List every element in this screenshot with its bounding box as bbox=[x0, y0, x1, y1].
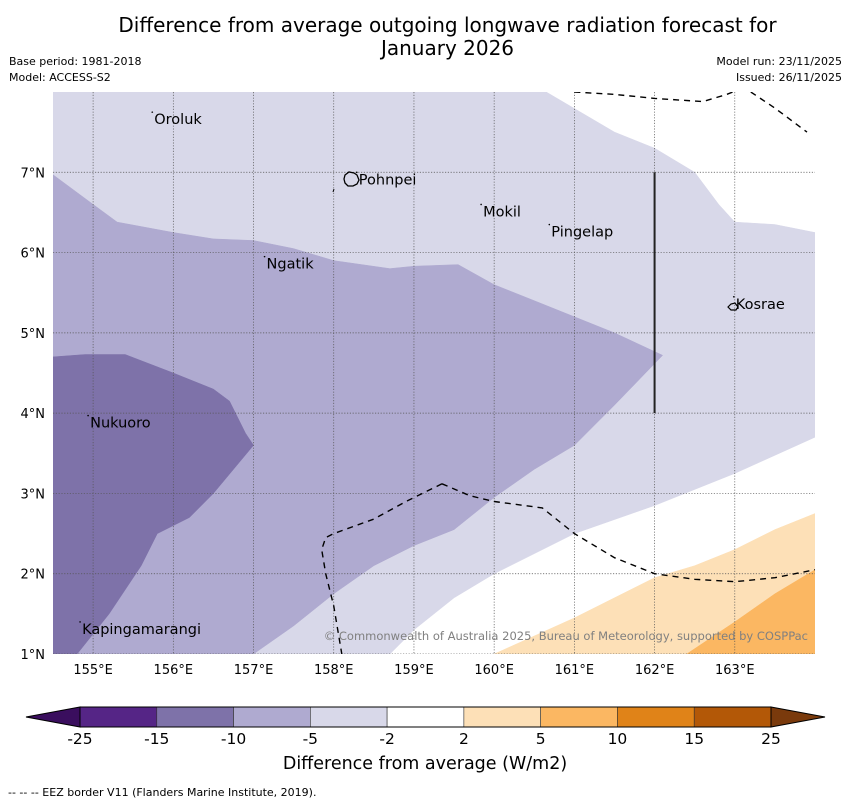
meta-left: Base period: 1981-2018 Model: ACCESS-S2 bbox=[9, 54, 141, 86]
pohnpei-island-outline bbox=[343, 171, 360, 187]
island-outlines bbox=[332, 171, 739, 311]
colorbar-tick-label: 25 bbox=[761, 730, 781, 748]
colorbar-bin bbox=[79, 706, 158, 728]
place-label-oroluk: Oroluk bbox=[154, 112, 202, 128]
contour-fill--15_to_-10 bbox=[53, 354, 254, 654]
colorbar-extend-low bbox=[25, 706, 81, 728]
lat-tick-label: 6°N bbox=[21, 247, 46, 262]
colorbar-title: Difference from average (W/m2) bbox=[282, 754, 568, 774]
place-marker bbox=[263, 255, 266, 258]
colorbar-extend-high bbox=[770, 706, 826, 728]
base-period: Base period: 1981-2018 bbox=[9, 55, 142, 68]
colorbar-tick-label: -10 bbox=[220, 730, 247, 748]
contour-fill-5_to_10 bbox=[686, 569, 815, 654]
colorbar-bin bbox=[386, 706, 465, 728]
lat-tick-label: 1°N bbox=[21, 648, 46, 663]
lat-tick-label: 3°N bbox=[21, 487, 46, 502]
place-label-ngatik: Ngatik bbox=[267, 257, 315, 273]
place-marker bbox=[548, 223, 551, 226]
place-marker bbox=[356, 171, 358, 174]
contour-fill--10_to_-5 bbox=[53, 174, 664, 654]
lat-tick-label: 5°N bbox=[21, 327, 46, 342]
title-line-1: Difference from average outgoing longwav… bbox=[118, 13, 777, 37]
colorbar-tick-label: 2 bbox=[458, 730, 469, 748]
kosrae-island-outline bbox=[727, 302, 739, 311]
eez-border-line bbox=[750, 92, 808, 133]
colorbar-tick-label: -5 bbox=[302, 730, 319, 748]
eez-footnote: -- -- -- EEZ border V11 (Flanders Marine… bbox=[8, 786, 317, 799]
lon-tick-label: 156°E bbox=[154, 663, 194, 678]
place-marker bbox=[151, 111, 154, 113]
place-label-kapingamarangi: Kapingamarangi bbox=[82, 622, 201, 638]
eez-border-line bbox=[320, 483, 443, 654]
colorbar-tick-label: -25 bbox=[67, 730, 93, 748]
place-marker bbox=[79, 621, 81, 623]
colorbar-bin bbox=[233, 706, 311, 728]
ant-atoll-mark bbox=[332, 188, 335, 193]
place-label-nukuoro: Nukuoro bbox=[90, 416, 151, 432]
axis-ticks: 155°E 156°E 157°E 158°E 159°E 160°E 161°E 162°E… bbox=[21, 166, 755, 678]
place-label-kosrae: Kosrae bbox=[736, 297, 785, 313]
place-labels: Oroluk Pohnpei Mokil Pingelap Ngatik Kosrae Nu… bbox=[79, 111, 785, 638]
lat-tick-label: 2°N bbox=[21, 568, 46, 583]
eez-border-line bbox=[441, 483, 815, 583]
colorbar-bin bbox=[310, 706, 388, 728]
colorbar-tick-label: 15 bbox=[684, 730, 705, 748]
colorbar-bar bbox=[25, 706, 826, 728]
lon-tick-label: 155°E bbox=[73, 663, 113, 678]
meta-right: Model run: 23/11/2025 Issued: 26/11/2025 bbox=[716, 54, 842, 86]
place-marker bbox=[732, 295, 735, 298]
colorbar-tick-label: -2 bbox=[379, 730, 395, 748]
contour-layer bbox=[53, 92, 815, 654]
place-marker bbox=[480, 203, 482, 206]
model-run: Model run: 23/11/2025 bbox=[716, 55, 842, 68]
lat-tick-label: 7°N bbox=[21, 166, 46, 181]
title-line-2: January 2026 bbox=[380, 36, 515, 60]
colorbar-tick-label: -15 bbox=[144, 730, 170, 748]
colorbar-outline bbox=[79, 706, 772, 728]
place-label-pohnpei: Pohnpei bbox=[359, 172, 417, 188]
issued-date: Issued: 26/11/2025 bbox=[735, 71, 842, 84]
colorbar-bin bbox=[540, 706, 618, 728]
place-marker bbox=[87, 414, 89, 417]
lon-tick-label: 157°E bbox=[234, 663, 274, 678]
colorbar-tick-label: 10 bbox=[607, 730, 628, 748]
graticule bbox=[53, 92, 815, 654]
colorbar-bin bbox=[693, 706, 772, 728]
lon-tick-label: 159°E bbox=[394, 663, 434, 678]
model-name: Model: ACCESS-S2 bbox=[9, 71, 111, 84]
colorbar-tick-label: 5 bbox=[535, 730, 546, 748]
eez-border-line bbox=[574, 92, 735, 103]
place-label-pingelap: Pingelap bbox=[551, 225, 613, 241]
lon-tick-label: 160°E bbox=[474, 663, 514, 678]
lon-tick-label: 163°E bbox=[715, 663, 755, 678]
eez-borders bbox=[320, 92, 815, 654]
lon-tick-label: 161°E bbox=[555, 663, 595, 678]
colorbar-bin bbox=[463, 706, 541, 728]
lat-tick-label: 4°N bbox=[21, 407, 46, 422]
colorbar-bin bbox=[617, 706, 695, 728]
lon-tick-label: 162°E bbox=[635, 663, 675, 678]
colorbar-bin bbox=[156, 706, 234, 728]
chart-title: Difference from average outgoing longwav… bbox=[0, 14, 850, 60]
copyright-notice: © Commonwealth of Australia 2025, Bureau… bbox=[324, 629, 808, 643]
place-label-mokil: Mokil bbox=[483, 204, 521, 220]
lon-tick-label: 158°E bbox=[314, 663, 354, 678]
